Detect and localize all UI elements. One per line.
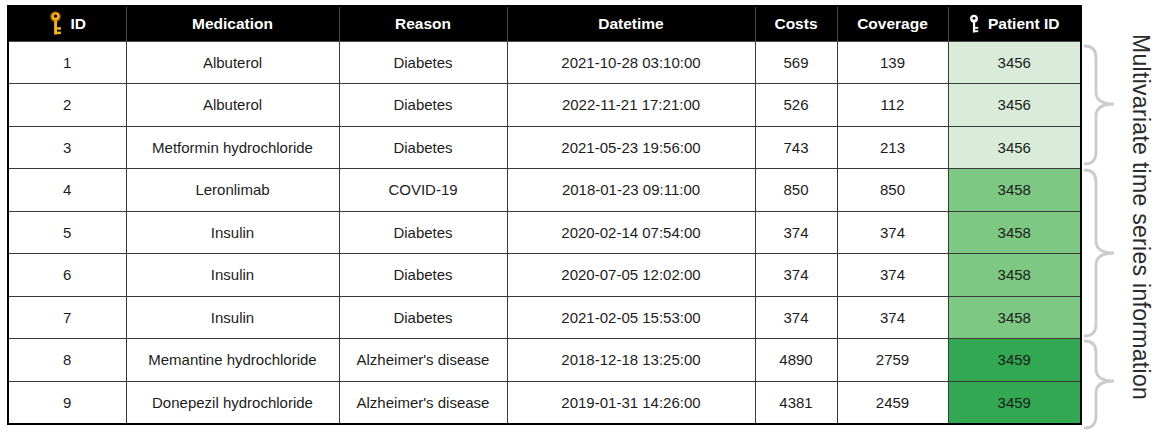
column-header-costs: Costs xyxy=(755,6,837,41)
cell-medication: Insulin xyxy=(126,296,339,339)
table-row: 5InsulinDiabetes2020-02-14 07:54:0037437… xyxy=(8,211,1081,254)
column-header-patient-id: Patient ID xyxy=(948,6,1081,41)
cell-datetime: 2020-07-05 12:02:00 xyxy=(507,254,755,297)
cell-reason: Diabetes xyxy=(339,126,507,169)
cell-datetime: 2022-11-21 17:21:00 xyxy=(507,84,755,127)
cell-patient-id: 3456 xyxy=(948,41,1081,84)
side-annotation-label: Multivariate time series information xyxy=(1120,0,1161,434)
cell-datetime: 2021-10-28 03:10:00 xyxy=(507,41,755,84)
cell-patient-id: 3459 xyxy=(948,381,1081,424)
cell-coverage: 139 xyxy=(837,41,948,84)
cell-coverage: 374 xyxy=(837,254,948,297)
cell-id: 2 xyxy=(8,84,126,127)
figure-multivariate-table: ID Medication Reason Datetime Costs Cove… xyxy=(0,0,1161,434)
cell-medication: Leronlimab xyxy=(126,169,339,212)
column-label-costs: Costs xyxy=(774,15,817,32)
cell-reason: COVID-19 xyxy=(339,169,507,212)
cell-reason: Diabetes xyxy=(339,41,507,84)
cell-coverage: 2459 xyxy=(837,381,948,424)
table-row: 7InsulinDiabetes2021-02-05 15:53:0037437… xyxy=(8,296,1081,339)
cell-costs: 374 xyxy=(755,254,837,297)
cell-costs: 374 xyxy=(755,211,837,254)
header-row: ID Medication Reason Datetime Costs Cove… xyxy=(8,6,1081,41)
cell-id: 3 xyxy=(8,126,126,169)
column-label-medication: Medication xyxy=(192,15,273,32)
cell-id: 6 xyxy=(8,254,126,297)
table-row: 4LeronlimabCOVID-192018-01-23 09:11:0085… xyxy=(8,169,1081,212)
cell-medication: Albuterol xyxy=(126,41,339,84)
cell-reason: Diabetes xyxy=(339,211,507,254)
cell-reason: Diabetes xyxy=(339,84,507,127)
column-label-datetime: Datetime xyxy=(598,15,663,32)
cell-datetime: 2020-02-14 07:54:00 xyxy=(507,211,755,254)
table-row: 6InsulinDiabetes2020-07-05 12:02:0037437… xyxy=(8,254,1081,297)
column-label-id: ID xyxy=(71,15,87,33)
column-label-coverage: Coverage xyxy=(857,15,928,32)
cell-patient-id: 3458 xyxy=(948,296,1081,339)
table-row: 2AlbuterolDiabetes2022-11-21 17:21:00526… xyxy=(8,84,1081,127)
foreign-key-icon xyxy=(969,14,979,34)
column-header-reason: Reason xyxy=(339,6,507,41)
cell-coverage: 213 xyxy=(837,126,948,169)
cell-costs: 850 xyxy=(755,169,837,212)
primary-key-icon xyxy=(49,11,62,36)
cell-costs: 526 xyxy=(755,84,837,127)
cell-medication: Albuterol xyxy=(126,84,339,127)
column-header-medication: Medication xyxy=(126,6,339,41)
medication-table: ID Medication Reason Datetime Costs Cove… xyxy=(7,5,1082,425)
cell-costs: 4890 xyxy=(755,339,837,382)
cell-id: 7 xyxy=(8,296,126,339)
cell-datetime: 2019-01-31 14:26:00 xyxy=(507,381,755,424)
cell-id: 1 xyxy=(8,41,126,84)
cell-id: 8 xyxy=(8,339,126,382)
cell-patient-id: 3456 xyxy=(948,126,1081,169)
group-brace-3458 xyxy=(1085,170,1114,336)
cell-datetime: 2018-01-23 09:11:00 xyxy=(507,169,755,212)
cell-reason: Alzheimer's disease xyxy=(339,381,507,424)
column-label-reason: Reason xyxy=(395,15,451,32)
cell-id: 5 xyxy=(8,211,126,254)
cell-coverage: 112 xyxy=(837,84,948,127)
table-row: 1AlbuterolDiabetes2021-10-28 03:10:00569… xyxy=(8,41,1081,84)
cell-patient-id: 3456 xyxy=(948,84,1081,127)
cell-reason: Alzheimer's disease xyxy=(339,339,507,382)
cell-coverage: 374 xyxy=(837,211,948,254)
table-row: 3Metformin hydrochlorideDiabetes2021-05-… xyxy=(8,126,1081,169)
column-header-datetime: Datetime xyxy=(507,6,755,41)
column-header-coverage: Coverage xyxy=(837,6,948,41)
cell-patient-id: 3458 xyxy=(948,254,1081,297)
cell-medication: Insulin xyxy=(126,211,339,254)
cell-coverage: 374 xyxy=(837,296,948,339)
cell-medication: Insulin xyxy=(126,254,339,297)
cell-coverage: 850 xyxy=(837,169,948,212)
cell-reason: Diabetes xyxy=(339,296,507,339)
cell-costs: 569 xyxy=(755,41,837,84)
cell-patient-id: 3459 xyxy=(948,339,1081,382)
cell-patient-id: 3458 xyxy=(948,169,1081,212)
cell-id: 4 xyxy=(8,169,126,212)
cell-datetime: 2018-12-18 13:25:00 xyxy=(507,339,755,382)
cell-coverage: 2759 xyxy=(837,339,948,382)
cell-reason: Diabetes xyxy=(339,254,507,297)
table-row: 9Donepezil hydrochlorideAlzheimer's dise… xyxy=(8,381,1081,424)
cell-datetime: 2021-05-23 19:56:00 xyxy=(507,126,755,169)
cell-medication: Donepezil hydrochloride xyxy=(126,381,339,424)
group-brace-3456 xyxy=(1085,46,1114,164)
cell-patient-id: 3458 xyxy=(948,211,1081,254)
cell-costs: 374 xyxy=(755,296,837,339)
cell-medication: Memantine hydrochloride xyxy=(126,339,339,382)
group-brace-3459 xyxy=(1085,341,1114,428)
cell-datetime: 2021-02-05 15:53:00 xyxy=(507,296,755,339)
cell-id: 9 xyxy=(8,381,126,424)
column-label-patient-id: Patient ID xyxy=(988,15,1059,33)
column-header-id: ID xyxy=(8,6,126,41)
cell-costs: 4381 xyxy=(755,381,837,424)
table-row: 8Memantine hydrochlorideAlzheimer's dise… xyxy=(8,339,1081,382)
cell-medication: Metformin hydrochloride xyxy=(126,126,339,169)
cell-costs: 743 xyxy=(755,126,837,169)
